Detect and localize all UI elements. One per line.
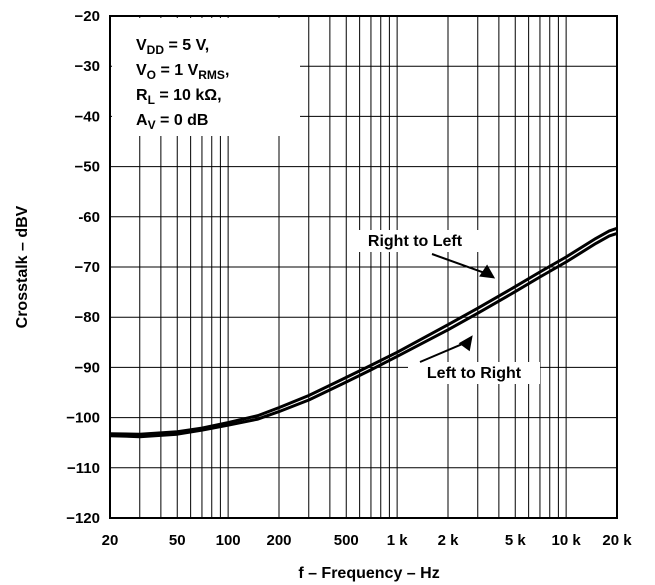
annotation-bg	[408, 362, 540, 384]
y-tick-label: −70	[75, 259, 100, 276]
x-tick-label: 5 k	[505, 532, 527, 549]
y-tick-label: −90	[75, 359, 100, 376]
condition-line: AV = 0 dB	[136, 112, 208, 132]
y-tick-label: -60	[78, 209, 100, 226]
condition-subscript: V	[148, 118, 156, 132]
condition-value: = 1 V	[156, 62, 199, 79]
x-tick-label: 500	[334, 532, 359, 549]
annotation-bg	[349, 230, 481, 252]
y-axis-label: Crosstalk – dBV	[14, 205, 31, 328]
condition-line: RL = 10 kΩ,	[136, 87, 222, 107]
condition-symbol: R	[136, 87, 148, 104]
y-tick-label: −20	[75, 8, 100, 25]
x-tick-label: 20	[102, 532, 119, 549]
x-tick-label: 10 k	[552, 532, 582, 549]
condition-symbol: V	[136, 62, 147, 79]
condition-subscript: DD	[147, 43, 165, 57]
x-tick-label: 1 k	[387, 532, 409, 549]
condition-value: = 5 V,	[164, 37, 209, 54]
x-tick-label: 2 k	[438, 532, 460, 549]
y-tick-label: −50	[75, 159, 100, 176]
y-tick-label: −30	[75, 58, 100, 75]
x-tick-label: 50	[169, 532, 186, 549]
tick-labels: 20 50 100 200 500 1 k 2 k 5 k 10 k 20 k −120 −110 −1…	[66, 8, 632, 549]
condition-line: VDD = 5 V,	[136, 37, 209, 57]
y-tick-label: −110	[67, 460, 100, 477]
condition-subscript: L	[148, 93, 155, 107]
y-tick-label: −120	[66, 510, 100, 527]
annotation-arrow-line	[431, 253, 490, 276]
annotation-arrow-line	[419, 340, 470, 363]
condition-subscript: O	[147, 68, 156, 82]
x-tick-label: 200	[266, 532, 291, 549]
conditions-box: VDD = 5 V,VO = 1 VRMS,RL = 10 kΩ,AV = 0 …	[112, 18, 300, 136]
annotation-arrow-head	[458, 335, 473, 352]
series-lines	[109, 226, 618, 439]
x-tick-label: 100	[216, 532, 241, 549]
condition-symbol: V	[136, 37, 147, 54]
condition-line: VO = 1 VRMS,	[136, 62, 229, 82]
annotations: Right to Left Left to Right	[349, 230, 540, 384]
series-line-left-to-right	[109, 231, 618, 439]
condition-subscript: RMS	[198, 68, 225, 82]
series-line-right-to-left	[109, 226, 618, 436]
condition-value: ,	[225, 62, 229, 79]
x-tick-label: 20 k	[602, 532, 632, 549]
plot-border	[109, 15, 618, 519]
y-tick-label: −40	[75, 108, 100, 125]
x-axis-label: f – Frequency – Hz	[298, 565, 439, 582]
condition-value: = 0 dB	[156, 112, 209, 129]
conditions-bg	[112, 18, 300, 136]
annotation-left-to-right: Left to Right	[427, 365, 522, 382]
annotation-right-to-left: Right to Left	[368, 233, 463, 250]
annotation-arrow-head	[479, 264, 496, 279]
plot-frame	[109, 15, 618, 519]
condition-value: = 10 kΩ,	[155, 87, 222, 104]
y-tick-label: −100	[66, 410, 100, 427]
condition-symbol: A	[136, 112, 148, 129]
y-tick-label: −80	[75, 309, 100, 326]
